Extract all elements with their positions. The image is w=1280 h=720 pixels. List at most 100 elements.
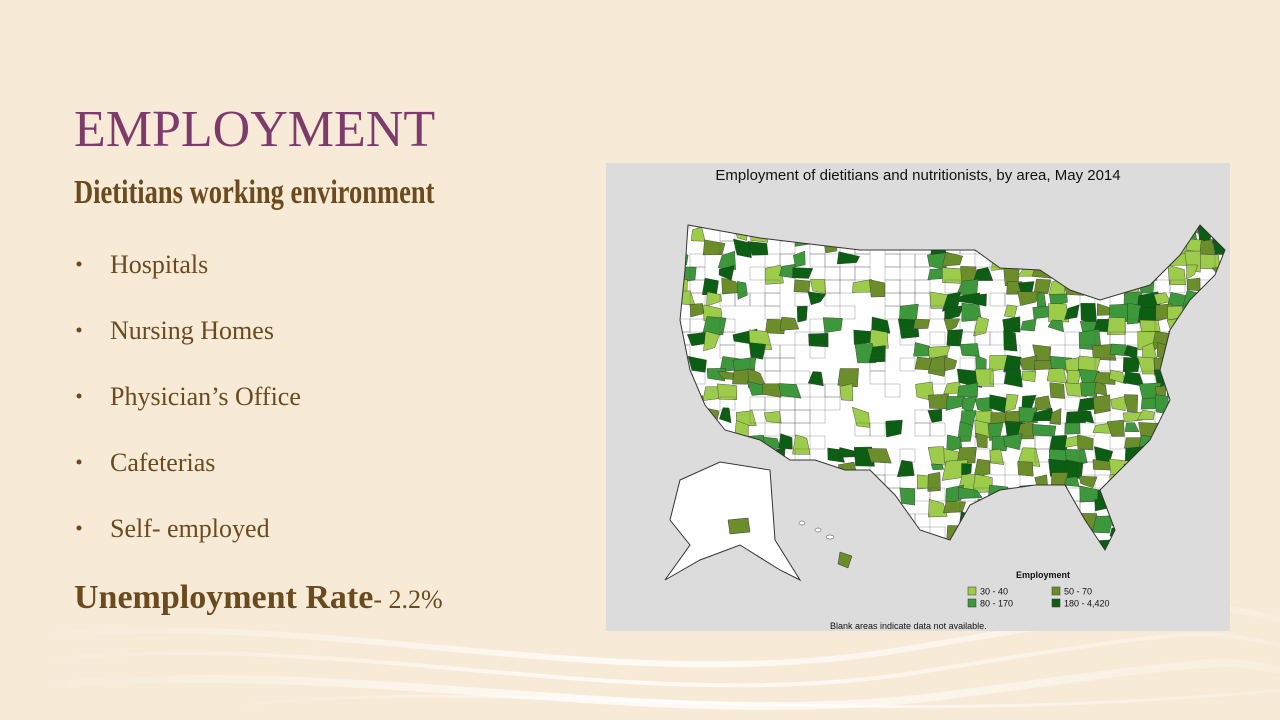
map-region bbox=[748, 342, 766, 360]
map-region bbox=[1017, 291, 1042, 306]
map-region bbox=[957, 446, 977, 464]
map-boundary bbox=[929, 422, 946, 437]
map-region bbox=[1017, 461, 1034, 477]
map-region bbox=[974, 368, 995, 387]
map-boundary bbox=[869, 370, 886, 385]
map-region bbox=[1109, 369, 1127, 385]
map-region bbox=[1020, 318, 1037, 332]
map-boundary bbox=[929, 370, 946, 385]
map-region bbox=[1064, 476, 1080, 487]
legend-swatch bbox=[1051, 598, 1061, 608]
bullet-dot bbox=[76, 393, 82, 399]
map-region bbox=[1049, 382, 1065, 399]
legend-title: Employment bbox=[1016, 570, 1070, 580]
map-boundary bbox=[1094, 409, 1111, 424]
map-region bbox=[1110, 396, 1126, 412]
legend-swatch bbox=[1051, 586, 1061, 596]
map-region bbox=[871, 316, 891, 334]
map-region bbox=[807, 371, 824, 387]
bullet-text: Physician’s Office bbox=[110, 382, 301, 411]
map-region bbox=[1081, 410, 1095, 424]
map-region bbox=[973, 316, 989, 337]
map-region bbox=[1004, 393, 1019, 413]
map-region bbox=[957, 382, 979, 398]
hawaii bbox=[798, 520, 853, 569]
map-region bbox=[958, 487, 983, 500]
map-region bbox=[836, 251, 860, 265]
map-boundary bbox=[794, 370, 811, 385]
map-region bbox=[1046, 368, 1068, 384]
map-region bbox=[1049, 293, 1068, 306]
map-region bbox=[1064, 304, 1080, 320]
map-region bbox=[702, 239, 726, 256]
unemployment: Unemployment Rate- 2.2% bbox=[74, 579, 443, 616]
map-region bbox=[837, 368, 859, 388]
map-region bbox=[733, 238, 752, 258]
map-boundary bbox=[1109, 435, 1126, 450]
map-region bbox=[703, 330, 720, 352]
map-region bbox=[1048, 303, 1070, 323]
map-region bbox=[1049, 408, 1062, 425]
legend-label: 180 - 4,420 bbox=[1064, 599, 1110, 609]
legend-swatch bbox=[967, 598, 977, 608]
map-boundary bbox=[779, 357, 796, 372]
map-boundary bbox=[809, 435, 826, 450]
map-region bbox=[763, 411, 782, 424]
map-region bbox=[706, 291, 722, 307]
map-region bbox=[927, 472, 941, 492]
map-region bbox=[807, 291, 827, 306]
map-region bbox=[975, 432, 988, 449]
map-region bbox=[1124, 422, 1140, 433]
bullet-dot bbox=[76, 525, 82, 531]
legend-label: 30 - 40 bbox=[980, 587, 1008, 597]
bullet-text: Hospitals bbox=[110, 250, 208, 279]
map-region bbox=[778, 383, 802, 399]
map-region bbox=[1003, 368, 1023, 388]
map-region bbox=[779, 263, 796, 279]
map-region bbox=[913, 318, 931, 330]
map-region bbox=[1033, 278, 1052, 295]
map-region bbox=[944, 356, 958, 372]
map-region bbox=[1092, 343, 1117, 361]
legend-label: 50 - 70 bbox=[1064, 587, 1092, 597]
map-boundary bbox=[884, 383, 901, 398]
map-region bbox=[765, 264, 784, 285]
map-region bbox=[687, 355, 707, 373]
map-boundary bbox=[929, 487, 946, 502]
map-region bbox=[943, 318, 961, 333]
map-region bbox=[839, 383, 854, 401]
map-region bbox=[1078, 475, 1098, 489]
bullet-text: Nursing Homes bbox=[110, 316, 274, 345]
map-region bbox=[959, 343, 980, 357]
unemployment-value: - 2.2% bbox=[373, 585, 442, 614]
map-region bbox=[899, 487, 915, 506]
map-region bbox=[1077, 434, 1094, 451]
bullet-text: Self- employed bbox=[110, 514, 270, 543]
map-boundary bbox=[914, 513, 931, 528]
map-region bbox=[1122, 357, 1141, 373]
map-region bbox=[973, 293, 987, 307]
map-region bbox=[1106, 419, 1125, 437]
map-boundary bbox=[989, 461, 1006, 476]
map-region bbox=[928, 393, 949, 410]
map-region bbox=[1199, 239, 1215, 256]
bullet-text: Cafeterias bbox=[110, 448, 215, 477]
map-region bbox=[1093, 394, 1111, 415]
map-region bbox=[808, 333, 829, 348]
map-region bbox=[990, 412, 1010, 425]
map-boundary bbox=[809, 409, 826, 424]
map-region bbox=[727, 517, 751, 535]
map-boundary bbox=[824, 292, 841, 307]
map-region bbox=[1136, 409, 1155, 421]
map-region bbox=[1186, 264, 1199, 280]
map-region bbox=[957, 421, 974, 442]
map-region bbox=[747, 241, 769, 256]
unemployment-label: Unemployment Rate bbox=[74, 579, 373, 616]
map-region bbox=[1034, 395, 1052, 412]
map-region bbox=[822, 317, 843, 333]
bullet-dot bbox=[76, 327, 82, 333]
map-boundary bbox=[764, 305, 781, 320]
map-region bbox=[851, 406, 870, 428]
map-region bbox=[778, 433, 793, 450]
map-boundary bbox=[1169, 279, 1186, 294]
